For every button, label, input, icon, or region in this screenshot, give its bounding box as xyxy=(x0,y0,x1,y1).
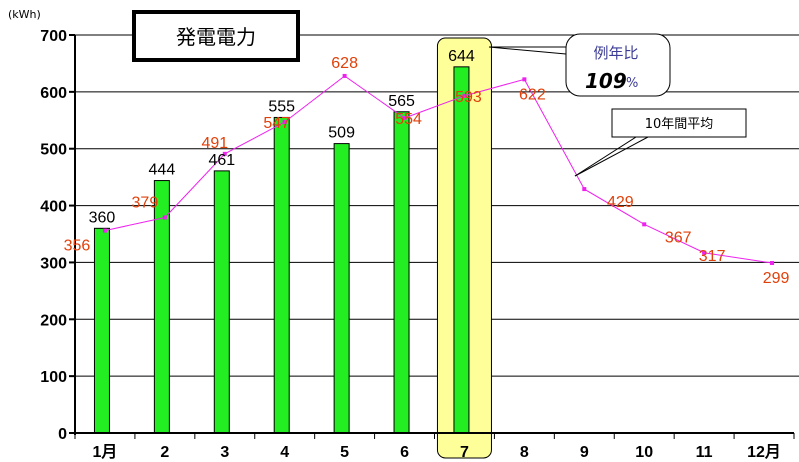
average-legend-label: 10年間平均 xyxy=(645,117,714,132)
y-tick-label: 700 xyxy=(40,28,67,45)
average-value-label: 547 xyxy=(263,115,290,132)
average-value-label: 554 xyxy=(395,111,422,128)
y-tick-label: 100 xyxy=(40,369,67,386)
average-value-label: 622 xyxy=(519,86,546,103)
x-tick-label: 10 xyxy=(635,444,653,461)
y-tick-label: 0 xyxy=(58,426,67,443)
ratio-value: 109 xyxy=(585,69,627,93)
bar xyxy=(333,143,350,434)
y-axis-unit: (kWh) xyxy=(8,8,41,21)
average-point xyxy=(702,250,707,255)
average-value-label: 628 xyxy=(331,55,358,72)
data-labels: 360 444 461 555 509 565 644 356 379 491 547 628 554 5… xyxy=(64,48,790,287)
average-value-label: 593 xyxy=(455,89,482,106)
average-line xyxy=(104,75,773,264)
bar-value-label: 509 xyxy=(328,125,355,142)
bar-value-label: 444 xyxy=(149,162,176,179)
ratio-label: 例年比 xyxy=(593,44,638,62)
x-tick-label: 2 xyxy=(160,444,169,461)
bar-value-label: 565 xyxy=(388,93,415,110)
y-tick-label: 500 xyxy=(40,142,67,159)
average-value-label: 379 xyxy=(132,195,159,212)
average-value-label: 429 xyxy=(607,194,634,211)
x-tick-label: 11 xyxy=(696,444,713,461)
average-point xyxy=(282,119,287,124)
x-tick-label: 12月 xyxy=(747,443,781,461)
x-tick-label: 9 xyxy=(580,444,589,461)
x-tick-label: 7 xyxy=(460,444,469,461)
y-tick-label: 200 xyxy=(40,312,67,329)
x-tick-label: 8 xyxy=(520,444,529,461)
average-value-label: 367 xyxy=(665,229,692,246)
average-point xyxy=(102,228,107,233)
average-point xyxy=(582,187,587,192)
bar xyxy=(393,111,410,434)
x-tick-label: 3 xyxy=(220,444,229,461)
ratio-callout: 例年比 109 % xyxy=(488,33,671,97)
bar xyxy=(273,116,290,434)
bar-value-label: 461 xyxy=(208,152,235,169)
axes: 0 100 200 300 400 500 600 700 1月 2 3 4 5 6 7 8 9 10 11 12月 xyxy=(40,28,795,461)
y-tick-label: 600 xyxy=(40,85,67,102)
average-point xyxy=(770,260,775,265)
x-tick-label: 1月 xyxy=(93,443,118,461)
bar xyxy=(453,66,470,434)
average-point xyxy=(462,93,467,98)
average-point xyxy=(402,116,407,121)
bar xyxy=(213,170,230,434)
average-legend-callout: 10年間平均 xyxy=(574,108,747,177)
bar-value-label: 644 xyxy=(448,48,475,65)
average-point xyxy=(222,151,227,156)
average-value-label: 299 xyxy=(763,270,790,287)
average-value-label: 491 xyxy=(201,135,228,152)
x-tick-label: 6 xyxy=(400,444,409,461)
chart-title: 発電電力 xyxy=(176,25,256,49)
average-value-label: 356 xyxy=(64,238,91,255)
average-point xyxy=(642,222,647,227)
x-tick-label: 5 xyxy=(340,444,349,461)
average-value-label: 317 xyxy=(699,248,726,265)
bar-value-label: 555 xyxy=(268,98,295,115)
y-tick-label: 300 xyxy=(40,255,67,272)
average-line-series xyxy=(102,73,775,265)
bar xyxy=(93,227,110,434)
x-tick-label: 4 xyxy=(280,444,289,461)
ratio-unit: % xyxy=(626,76,638,91)
bar-value-label: 360 xyxy=(89,209,116,226)
y-tick-label: 400 xyxy=(40,199,67,216)
average-point xyxy=(342,73,347,78)
chart-title-box: 発電電力 xyxy=(132,10,300,62)
average-point xyxy=(522,77,527,82)
bar-series xyxy=(93,66,470,434)
average-point xyxy=(162,215,167,220)
